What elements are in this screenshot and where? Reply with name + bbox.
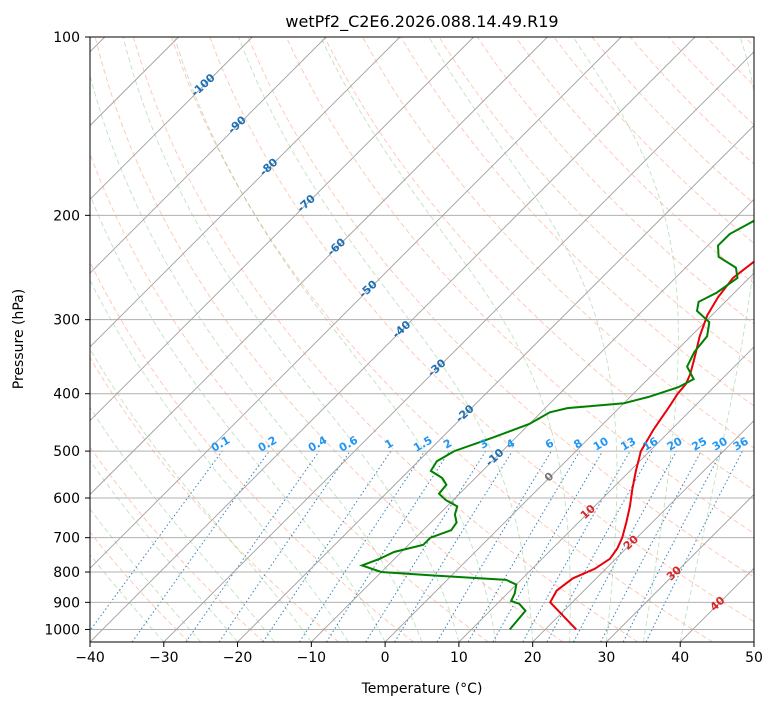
mixing-ratio-line [219, 451, 350, 642]
isotherm-label: 40 [708, 594, 728, 614]
x-tick-label: 50 [745, 650, 763, 666]
isotherm [0, 37, 400, 642]
x-tick-label: −20 [223, 650, 253, 666]
y-tick-label: 800 [53, 565, 80, 581]
mixing-ratio-line [300, 451, 425, 642]
x-tick-label: 0 [381, 650, 390, 666]
isotherm [16, 37, 621, 642]
isotherm [90, 37, 695, 642]
isotherm-label: -60 [325, 235, 349, 258]
mixing-ratio-line [82, 451, 223, 642]
plot-frame [90, 37, 754, 642]
moist-adiabat [15, 37, 348, 642]
background-lines [0, 37, 775, 642]
x-tick-label: 30 [598, 650, 616, 666]
dry-adiabat [0, 37, 189, 642]
isotherm [459, 37, 775, 642]
dry-adiabat [57, 37, 488, 642]
dry-adiabat [0, 37, 264, 642]
x-tick-label: 10 [450, 650, 468, 666]
dry-adiabat [19, 37, 414, 642]
x-tick-label: −10 [297, 650, 327, 666]
mixing-ratio-line [263, 451, 391, 642]
isotherm [0, 37, 326, 642]
chart-title: wetPf2_C2E6.2026.088.14.49.R19 [285, 12, 558, 32]
moist-adiabat [0, 37, 311, 642]
dry-adiabat [707, 37, 775, 642]
mixing-ratio-line [326, 451, 449, 642]
isotherm-label: -90 [225, 113, 249, 136]
moist-adiabat [81, 37, 422, 642]
y-tick-label: 700 [53, 531, 80, 547]
y-tick-label: 1000 [44, 622, 80, 638]
dry-adiabat [745, 37, 775, 642]
isotherm-label: -40 [390, 318, 414, 341]
mixing-ratio-line [437, 451, 551, 642]
x-tick-label: −30 [149, 650, 179, 666]
dry-adiabat [439, 37, 775, 642]
x-tick-label: 20 [524, 650, 542, 666]
dry-adiabat [516, 37, 775, 642]
isotherm [0, 37, 547, 642]
temperature-line [550, 37, 775, 629]
mixing-ratio-line [623, 451, 722, 642]
y-tick-label: 900 [53, 595, 80, 611]
isotherm [754, 37, 775, 642]
dry-adiabat [554, 37, 775, 642]
isotherm-label: -50 [356, 277, 380, 300]
y-tick-label: 300 [53, 313, 80, 329]
mixing-ratio-label: 4 [504, 436, 517, 451]
isotherm-label: -30 [425, 356, 449, 379]
y-axis-title: Pressure (hPa) [11, 289, 27, 389]
moist-adiabat [573, 37, 678, 642]
dry-adiabat [630, 37, 775, 642]
mixing-ratio-label: 1 [383, 437, 396, 452]
y-tick-label: 400 [53, 387, 80, 403]
mixing-ratio-line [601, 451, 702, 642]
isotherm-label: -20 [453, 402, 477, 425]
y-tick-label: 100 [53, 30, 80, 46]
x-axis: −40 −30 −20 −10 0 10 20 30 40 50 [75, 642, 763, 666]
isotherm-label: -80 [257, 155, 281, 178]
moist-adiabat [174, 37, 495, 642]
dry-adiabat [172, 37, 713, 642]
mixing-ratio-label: 2 [441, 437, 454, 452]
x-axis-title: Temperature (°C) [361, 681, 483, 697]
dry-adiabat [592, 37, 775, 642]
moist-adiabat [680, 37, 760, 642]
isotherm [385, 37, 775, 642]
y-axis: 100 200 300 400 500 600 700 800 900 1000 [44, 30, 90, 638]
dry-adiabat [0, 37, 339, 642]
mixing-ratio-label: 6 [543, 436, 556, 451]
isotherm-label: 30 [664, 563, 684, 583]
y-tick-label: 600 [53, 491, 80, 507]
isotherm-label: 10 [578, 502, 598, 522]
dry-adiabat [668, 37, 775, 642]
isotherm [680, 37, 775, 642]
y-tick-label: 500 [53, 444, 80, 460]
x-tick-label: −40 [75, 650, 105, 666]
x-tick-label: 40 [671, 650, 689, 666]
y-tick-label: 200 [53, 208, 80, 224]
isotherm-label: -70 [294, 192, 318, 215]
dry-adiabat [210, 37, 775, 642]
moist-adiabat [0, 37, 238, 642]
